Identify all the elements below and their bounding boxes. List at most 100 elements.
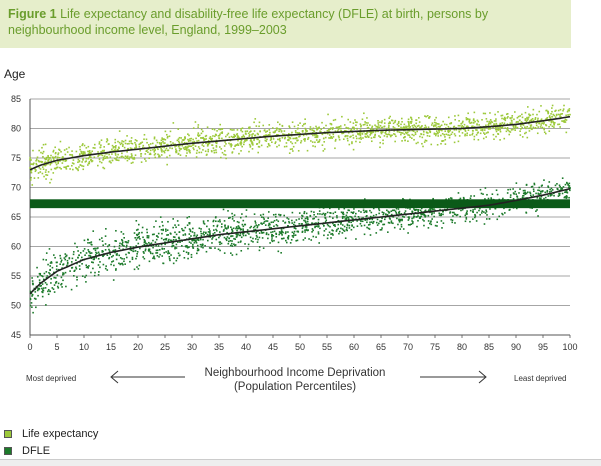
point <box>32 163 35 166</box>
point <box>286 217 288 219</box>
point <box>262 213 265 216</box>
point <box>554 110 556 112</box>
point <box>553 126 555 128</box>
point <box>381 217 383 220</box>
x-tick-label-40: 40 <box>241 342 251 352</box>
point <box>347 131 350 134</box>
point <box>412 126 415 129</box>
point <box>555 114 558 117</box>
point <box>308 238 310 240</box>
point <box>554 116 557 118</box>
point <box>249 126 251 128</box>
point <box>105 140 108 143</box>
point <box>131 142 134 145</box>
point <box>209 236 212 238</box>
point <box>162 138 165 141</box>
point <box>275 232 277 235</box>
point <box>77 161 79 164</box>
point <box>454 134 457 137</box>
point <box>416 215 418 218</box>
point <box>136 139 138 142</box>
point <box>448 136 451 139</box>
point <box>45 259 47 261</box>
point <box>397 130 399 133</box>
point <box>229 244 232 247</box>
point <box>173 236 176 239</box>
point <box>181 227 183 230</box>
point <box>161 255 164 257</box>
point <box>549 188 551 191</box>
point <box>285 145 288 148</box>
point <box>277 241 280 244</box>
point <box>197 124 200 126</box>
point <box>397 122 400 124</box>
x-tick-label-65: 65 <box>376 342 386 352</box>
point <box>536 209 538 211</box>
point <box>190 256 193 258</box>
point <box>528 122 530 125</box>
point <box>397 208 400 210</box>
point <box>122 263 124 266</box>
point <box>31 282 34 285</box>
point <box>114 147 117 149</box>
point <box>377 122 379 124</box>
point <box>356 225 359 227</box>
point <box>48 158 50 161</box>
point <box>444 130 447 132</box>
point <box>352 134 354 137</box>
point <box>32 283 34 286</box>
point <box>433 208 435 210</box>
point <box>135 145 137 147</box>
point <box>284 137 286 140</box>
point <box>330 237 332 239</box>
point <box>236 143 239 145</box>
point <box>531 117 534 120</box>
point <box>316 135 319 137</box>
point <box>84 276 86 279</box>
point <box>283 133 286 136</box>
point <box>521 113 523 116</box>
point <box>484 187 487 189</box>
point <box>241 213 243 215</box>
point <box>273 225 275 228</box>
point <box>100 150 102 153</box>
point <box>106 269 109 271</box>
point <box>393 133 395 135</box>
point <box>417 124 420 127</box>
point <box>235 233 238 236</box>
point <box>121 239 124 242</box>
point <box>459 215 461 218</box>
point <box>278 231 281 233</box>
point <box>270 136 273 139</box>
point <box>338 125 341 128</box>
point <box>236 235 238 238</box>
point <box>341 115 343 118</box>
point <box>64 166 67 169</box>
point <box>301 227 304 230</box>
point <box>115 240 117 242</box>
point <box>374 133 377 136</box>
point <box>304 226 307 228</box>
point <box>370 131 373 133</box>
point <box>155 139 158 142</box>
point <box>54 167 57 170</box>
point <box>53 156 55 159</box>
point <box>245 234 247 237</box>
point <box>151 233 154 236</box>
point <box>432 197 434 200</box>
point <box>307 223 310 225</box>
point <box>96 252 98 255</box>
point <box>272 127 274 129</box>
point <box>510 129 513 131</box>
point <box>41 289 44 291</box>
point <box>191 141 194 143</box>
point <box>441 227 443 229</box>
point <box>288 139 290 142</box>
point <box>85 160 87 162</box>
point <box>487 127 490 130</box>
point <box>456 213 459 216</box>
point <box>525 120 528 123</box>
point <box>438 212 441 215</box>
point <box>305 212 308 215</box>
point <box>378 209 381 212</box>
